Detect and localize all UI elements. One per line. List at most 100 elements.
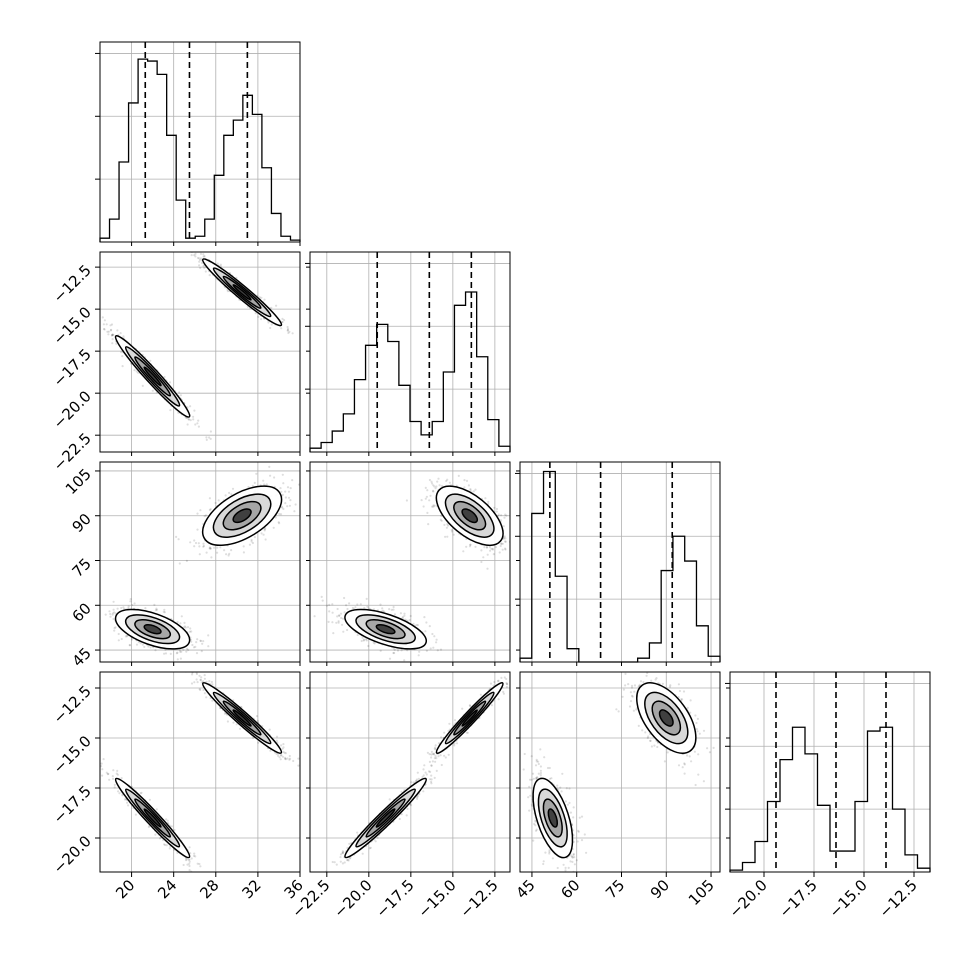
sample-point (116, 607, 119, 610)
sample-point (113, 629, 116, 632)
sample-point (239, 727, 242, 730)
sample-point (203, 266, 206, 269)
sample-point (193, 539, 196, 542)
sample-point (189, 244, 191, 246)
sample-point (388, 657, 392, 660)
sample-point (492, 553, 495, 556)
sample-point (444, 535, 447, 538)
sample-point (186, 863, 189, 866)
sample-point (141, 643, 144, 646)
sample-point (293, 510, 296, 513)
scatter-panel-2-0 (99, 461, 301, 663)
sample-point (467, 484, 470, 487)
sample-point (205, 436, 208, 439)
sample-point (107, 333, 110, 336)
sample-point (426, 489, 429, 492)
sample-point (176, 651, 179, 654)
sample-point (428, 625, 431, 628)
sample-point (356, 603, 359, 606)
sample-point (144, 607, 147, 610)
sample-point (185, 559, 188, 563)
sample-point (501, 542, 504, 545)
sample-point (200, 261, 204, 265)
sample-point (208, 546, 211, 549)
sample-point (196, 862, 199, 865)
sample-point (176, 851, 179, 855)
sample-point (197, 876, 199, 878)
sample-point (423, 616, 426, 619)
sample-point (499, 544, 502, 548)
sample-point (365, 597, 368, 601)
sample-point (258, 296, 261, 299)
sample-point (107, 330, 110, 333)
sample-point (273, 476, 276, 479)
sample-point (148, 798, 151, 801)
sample-point (110, 328, 113, 331)
sample-point (504, 548, 507, 551)
sample-point (335, 621, 338, 624)
sample-point (250, 540, 253, 543)
contour-1-3 (232, 508, 252, 524)
sample-point (431, 482, 434, 485)
sample-point (248, 543, 251, 546)
sample-point (325, 604, 329, 607)
sample-point (247, 485, 250, 489)
sample-point (362, 638, 366, 641)
sample-point (112, 333, 115, 337)
sample-point (265, 483, 268, 486)
sample-point (264, 538, 267, 541)
sample-point (403, 659, 406, 662)
sample-point (107, 772, 110, 776)
sample-point (164, 843, 167, 847)
sample-point (200, 676, 203, 679)
sample-point (116, 773, 119, 776)
sample-point (284, 496, 287, 499)
sample-point (202, 640, 205, 643)
sample-point (429, 494, 432, 497)
scatter-panel-2-1 (309, 461, 511, 663)
sample-point (199, 266, 202, 270)
sample-point (286, 328, 289, 332)
sample-point (437, 477, 440, 480)
sample-point (139, 792, 142, 795)
sample-point (425, 649, 428, 652)
sample-point (224, 494, 227, 497)
sample-point (463, 486, 466, 489)
sample-point (498, 551, 501, 554)
sample-point (504, 547, 507, 550)
sample-point (338, 614, 341, 617)
sample-point (284, 757, 287, 761)
sample-point (154, 833, 157, 836)
sample-point (287, 496, 291, 499)
sample-point (129, 600, 132, 603)
sample-point (188, 630, 191, 633)
sample-point (431, 489, 435, 492)
sample-point (429, 647, 432, 650)
sample-point (199, 639, 202, 642)
sample-point (208, 547, 211, 550)
contour-1-3 (461, 508, 479, 524)
sample-point (379, 649, 382, 652)
sample-point (184, 626, 187, 629)
sample-point (188, 869, 191, 872)
sample-point (140, 791, 143, 794)
sample-point (436, 480, 439, 483)
sample-point (469, 543, 472, 546)
sample-point (365, 639, 368, 642)
sample-point (282, 750, 285, 754)
sample-point (180, 615, 183, 618)
sample-point (209, 508, 212, 511)
sample-point (147, 645, 150, 648)
sample-point (427, 523, 430, 526)
sample-point (143, 645, 146, 649)
sample-point (154, 609, 157, 612)
sample-point (440, 514, 443, 518)
sample-point (179, 394, 182, 397)
panel-bg (100, 42, 300, 242)
sample-point (165, 818, 168, 821)
sample-point (194, 541, 198, 545)
sample-point (267, 321, 270, 324)
sample-point (106, 330, 109, 333)
sample-point (101, 768, 104, 771)
sample-point (500, 542, 503, 546)
